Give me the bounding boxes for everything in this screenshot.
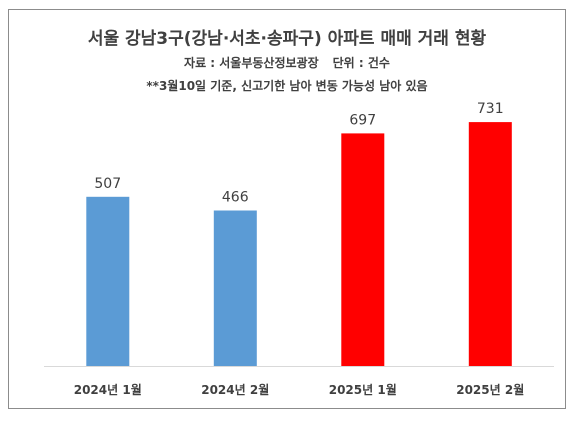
bar-0 [86,196,130,366]
bar-3 [468,122,512,366]
x-tick-label-0: 2024년 1월 [74,382,142,397]
x-tick-label-3: 2025년 2월 [456,382,524,397]
x-tick-label-2: 2025년 1월 [329,382,397,397]
bar-2 [341,133,385,366]
chart-title: 서울 강남3구(강남·서초·송파구) 아파트 매매 거래 현황 [87,29,487,49]
chart-unit: 단위 : 건수 [332,56,390,70]
bar-value-label-3: 731 [477,101,504,117]
bar-1 [213,210,257,366]
bar-value-label-0: 507 [94,176,121,192]
bar-value-label-2: 697 [349,112,376,128]
chart-note: **3월10일 기준, 신고기한 남아 변동 가능성 남아 있음 [146,79,428,93]
chart-source: 자료 : 서울부동산정보광장 [184,56,319,70]
x-tick-label-1: 2024년 2월 [201,382,269,397]
chart-source-line: 자료 : 서울부동산정보광장 단위 : 건수 [9,54,565,71]
bar-value-label-1: 466 [222,190,249,206]
